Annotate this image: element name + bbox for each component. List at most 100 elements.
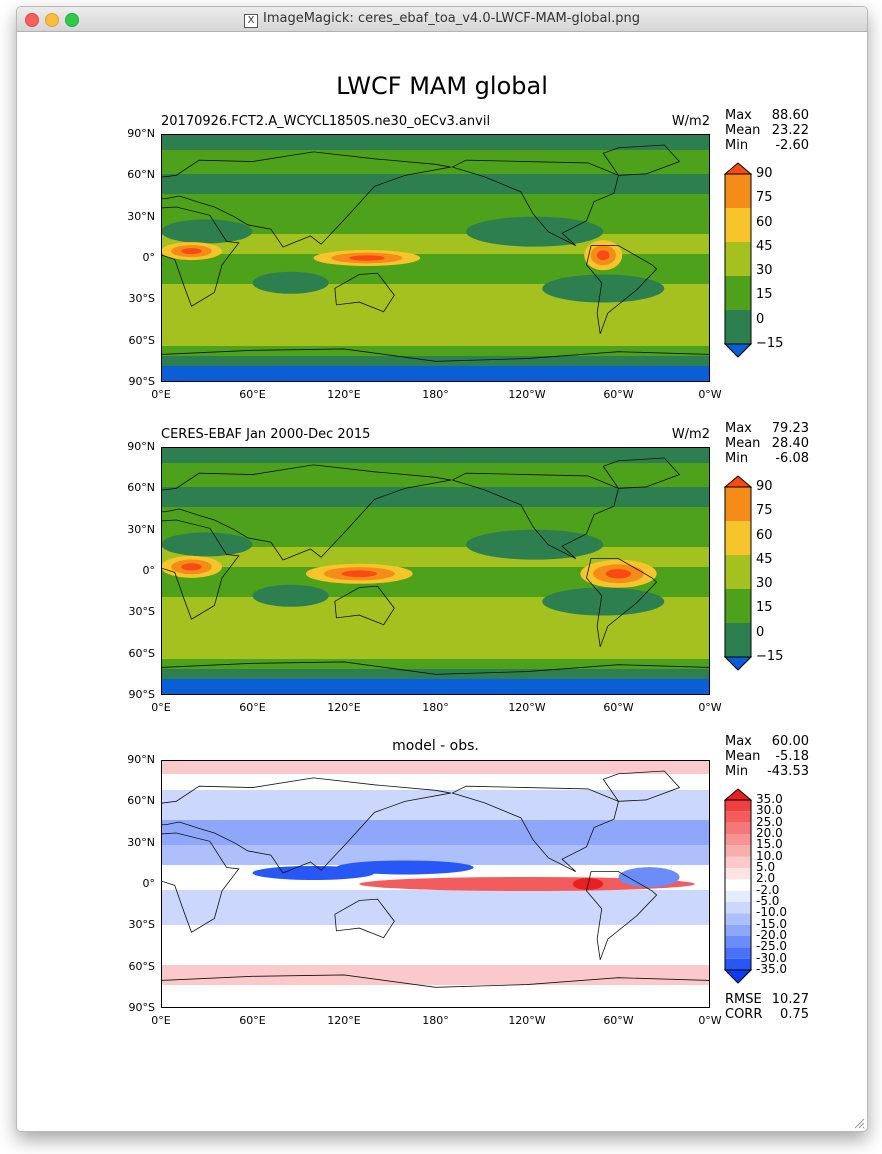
map-plot (161, 760, 710, 1008)
lon-tick-label: 0°E (151, 701, 171, 714)
map-plot (161, 447, 710, 695)
window-title: ImageMagick: ceres_ebaf_toa_v4.0-LWCF-MA… (263, 11, 640, 26)
colorbar-tick-label: -2.0 (756, 882, 780, 897)
colorbar-tick-label: 0 (756, 624, 765, 640)
colorbar-tick-label: 15.0 (756, 837, 783, 852)
stat-value: -5.18 (775, 749, 809, 764)
stat-label: Max (725, 108, 752, 123)
lon-tick-label: 120°W (508, 701, 546, 714)
lon-tick-label: 180° (422, 701, 449, 714)
lon-tick-label: 120°E (327, 1014, 361, 1027)
lon-tick-label: 60°W (603, 701, 634, 714)
colorbar-tick-label: -35.0 (756, 962, 788, 976)
lat-tick-label: 90°N (127, 127, 155, 140)
lat-tick-label: 60°N (127, 794, 155, 808)
colorbar-tick-label: -10.0 (756, 905, 788, 920)
lon-tick-label: 180° (422, 388, 449, 401)
lat-tick-label: 60°S (128, 646, 155, 660)
stat-value: 0.75 (780, 1007, 809, 1022)
colorbar-tick-label: 5.0 (756, 860, 776, 874)
colorbar-tick-label: 0 (756, 311, 765, 327)
lat-tick-label: 90°N (127, 753, 155, 766)
lat-tick-label: 60°S (128, 959, 155, 973)
lat-tick-label: 30°N (127, 209, 155, 223)
colorbar-tick-label: −15 (756, 649, 784, 664)
stat-value: 79.23 (771, 421, 809, 436)
map-plot (161, 134, 710, 382)
lat-tick-label: 90°S (128, 1001, 155, 1014)
colorbar-tick-label: 30 (756, 263, 773, 279)
stat-label: Mean (725, 749, 761, 764)
colorbar-tick-label: -30.0 (756, 950, 788, 965)
lon-tick-label: 0°W (698, 388, 722, 401)
panel-units: W/m2 (671, 427, 710, 442)
lon-tick-label: 120°W (508, 1014, 546, 1027)
colorbar-tick-label: 15 (756, 287, 773, 303)
lon-tick-label: 120°W (508, 388, 546, 401)
lon-tick-label: 180° (422, 1014, 449, 1027)
lat-tick-label: 30°S (128, 292, 155, 306)
lat-tick-label: 30°S (128, 605, 155, 619)
stat-value: -2.60 (775, 138, 809, 153)
lon-tick-label: 0°W (698, 701, 722, 714)
stat-label: Mean (725, 436, 761, 451)
lon-tick-label: 120°E (327, 701, 361, 714)
figure-title: LWCF MAM global (336, 72, 548, 100)
lon-tick-label: 0°E (151, 388, 171, 401)
image-canvas: LWCF MAM global 20170926.FCT2.A_WCYCL185… (17, 32, 867, 1131)
minimize-button[interactable] (45, 13, 59, 27)
colorbar-tick-label: 45 (756, 238, 773, 254)
colorbar-tick-label: -25.0 (756, 939, 788, 954)
lon-tick-label: 0°E (151, 1014, 171, 1027)
colorbar-tick-label: 90 (756, 479, 773, 494)
lat-tick-label: 30°N (127, 522, 155, 536)
stat-label: Max (725, 421, 752, 436)
colorbar-tick-label: −15 (756, 336, 784, 351)
panel-center-title: model - obs. (392, 738, 479, 754)
stat-label: Min (725, 138, 749, 153)
stat-value: 23.22 (771, 123, 809, 138)
close-button[interactable] (25, 13, 39, 27)
colorbar-tick-label: 20.0 (756, 826, 783, 840)
zoom-button[interactable] (65, 13, 79, 27)
image-viewer-window: X ImageMagick: ceres_ebaf_toa_v4.0-LWCF-M… (16, 6, 868, 1132)
resize-grip-icon[interactable] (853, 1117, 865, 1129)
stat-label: Min (725, 764, 749, 779)
lat-tick-label: 0° (142, 877, 156, 890)
colorbar-tick-label: 15 (756, 600, 773, 616)
colorbar-tick-label: 75 (756, 503, 773, 519)
colorbar (724, 475, 752, 671)
lat-tick-label: 90°S (128, 688, 155, 701)
stat-label: RMSE (725, 992, 762, 1007)
lat-tick-label: 60°S (128, 333, 155, 347)
colorbar-tick-label: 60 (756, 214, 773, 230)
lon-tick-label: 60°W (603, 1014, 634, 1027)
stat-value: 60.00 (771, 734, 809, 749)
lon-tick-label: 60°E (239, 388, 266, 401)
lon-tick-label: 60°E (239, 1014, 266, 1027)
stat-value: 10.27 (771, 992, 809, 1007)
panel-left-title: 20170926.FCT2.A_WCYCL1850S.ne30_oECv3.an… (161, 114, 491, 129)
colorbar-tick-label: 45 (756, 551, 773, 567)
panel-units: W/m2 (671, 114, 710, 129)
lat-tick-label: 0° (142, 251, 156, 264)
lon-tick-label: 60°E (239, 701, 266, 714)
lat-tick-label: 60°N (127, 168, 155, 182)
colorbar-tick-label: 25.0 (756, 814, 783, 829)
lon-tick-label: 60°W (603, 388, 634, 401)
lat-tick-label: 30°N (127, 835, 155, 849)
colorbar-tick-label: -15.0 (756, 916, 788, 931)
stat-value: 28.40 (771, 436, 809, 451)
colorbar-tick-label: 75 (756, 190, 773, 206)
title-bar[interactable]: X ImageMagick: ceres_ebaf_toa_v4.0-LWCF-M… (17, 7, 867, 32)
colorbar-tick-label: 10.0 (756, 848, 783, 863)
lat-tick-label: 0° (142, 564, 156, 577)
colorbar-tick-label: 30 (756, 576, 773, 592)
colorbar (724, 162, 752, 358)
colorbar-tick-label: 2.0 (756, 871, 776, 886)
stat-label: Min (725, 451, 749, 466)
colorbar (724, 788, 752, 984)
stat-value: -43.53 (767, 764, 809, 779)
window-title-area: X ImageMagick: ceres_ebaf_toa_v4.0-LWCF-M… (17, 11, 867, 28)
stat-value: -6.08 (775, 451, 809, 466)
